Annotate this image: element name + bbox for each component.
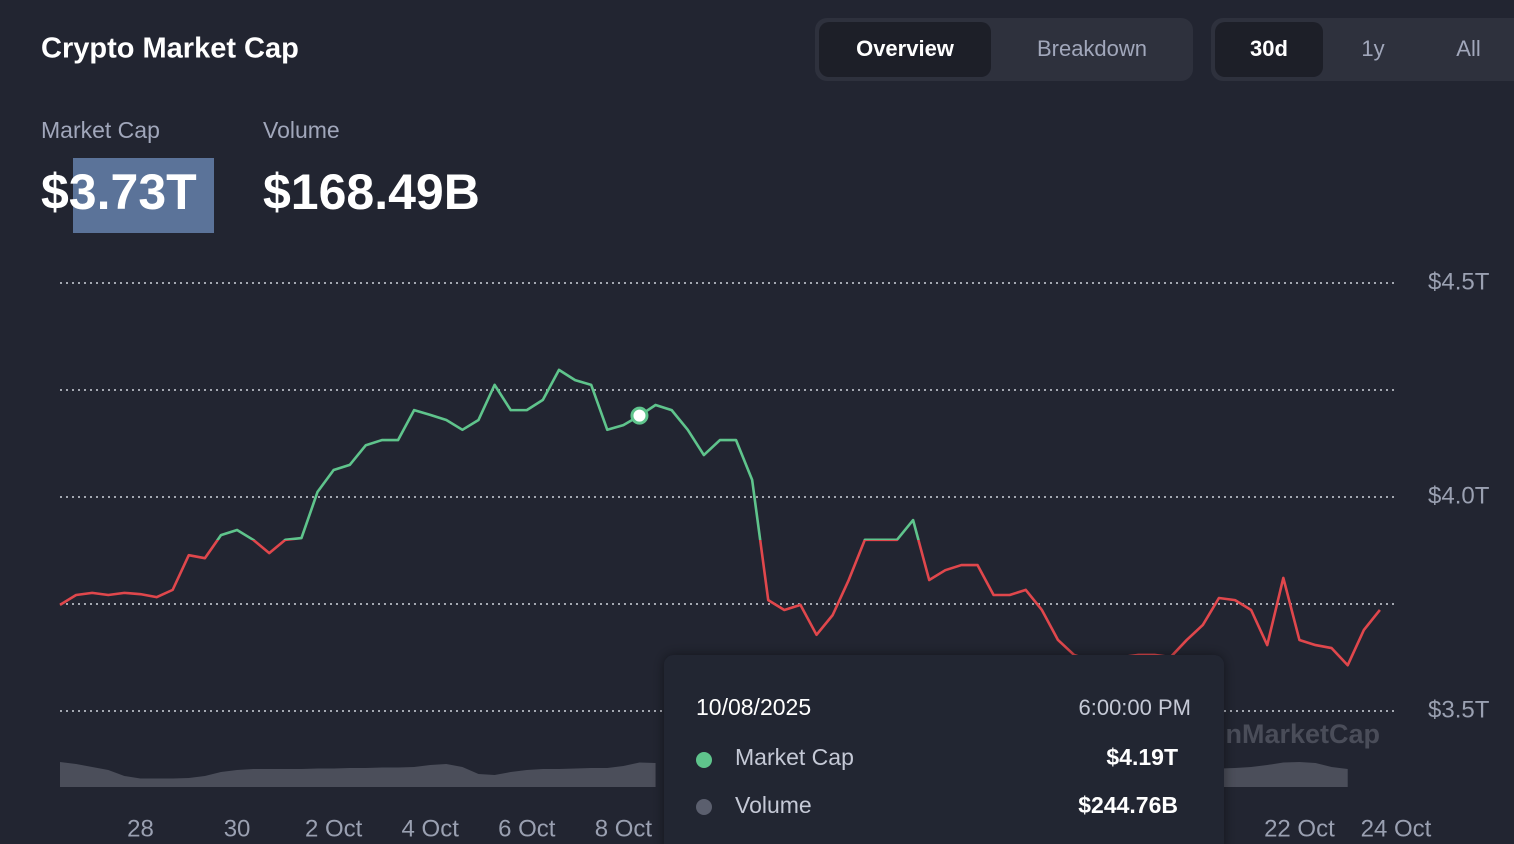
x-tick-label: 28 [127,815,154,842]
text-selection [73,158,214,233]
x-tick-label: 2 Oct [305,815,363,842]
tab[interactable]: Overview [856,36,955,61]
tab[interactable]: Breakdown [1037,36,1147,61]
x-tick-label: 8 Oct [595,815,653,842]
title: Crypto Market Cap [41,33,299,65]
tab-active-bg [819,22,991,77]
range-tab[interactable]: 30d [1250,36,1288,61]
y-tick-label: $3.5T [1428,696,1490,723]
tooltip [664,655,1224,844]
tooltip-name: Market Cap [735,744,854,770]
range-tab[interactable]: All [1456,36,1480,61]
x-tick-label: 30 [224,815,251,842]
legend-dot [696,799,712,815]
y-tick-label: $4.5T [1428,268,1490,295]
stat-label: Volume [263,117,340,143]
x-tick-label: 24 Oct [1361,815,1432,842]
hover-point [630,406,649,425]
x-tick-label: 22 Oct [1264,815,1335,842]
volume-area [1186,762,1348,787]
legend-dot [696,752,712,768]
tooltip-time: 6:00:00 PM [1078,695,1191,720]
y-tick-label: $4.0T [1428,482,1490,509]
tooltip-date: 10/08/2025 [696,694,811,720]
tooltip-name: Volume [735,792,812,818]
stat-value: $3.73T [41,164,197,220]
range-active-bg [1215,22,1323,77]
tooltip-value: $4.19T [1106,744,1178,770]
volume-area [60,762,656,787]
range-tab[interactable]: 1y [1361,36,1384,61]
x-tick-label: 4 Oct [402,815,460,842]
x-tick-label: 6 Oct [498,815,556,842]
tooltip-value: $244.76B [1078,792,1178,818]
stat-label: Market Cap [41,117,160,143]
stat-value: $168.49B [263,164,480,220]
